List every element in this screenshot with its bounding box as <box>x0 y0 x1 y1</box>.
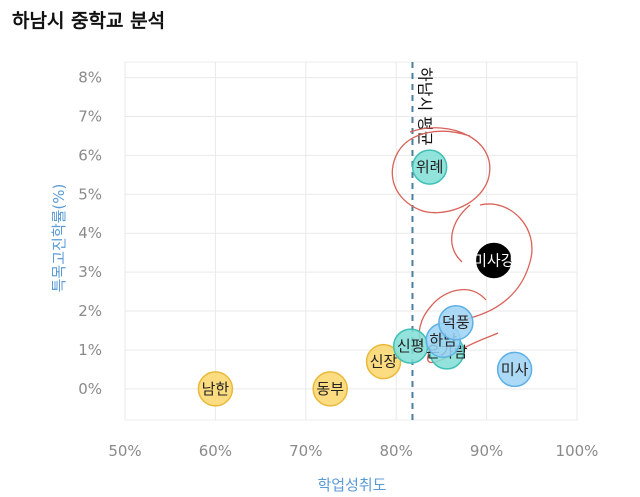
y-axis-title: 특목고진학률(%) <box>50 184 68 293</box>
y-tick-labels: 0% 1% 2% 3% 4% 5% 6% 7% 8% <box>78 69 102 398</box>
bubble-label: 위례 <box>416 158 444 176</box>
x-tick-label: 100% <box>556 442 599 460</box>
average-reference-label: 하남시 평균 <box>415 67 434 146</box>
x-tick-label: 90% <box>470 442 503 460</box>
chart-title: 하남시 중학교 분석 <box>12 10 166 32</box>
bubble-위례 <box>411 149 448 185</box>
x-axis-title: 학업성취도 <box>317 476 386 494</box>
bubble-동부 <box>312 371 348 407</box>
y-tick-label: 5% <box>78 185 102 203</box>
y-tick-label: 6% <box>78 146 102 164</box>
bubble-남한 <box>197 371 234 407</box>
bubble-label: 미사 <box>501 360 529 378</box>
bubble-신장 <box>365 343 402 380</box>
bubble-미사 <box>496 351 533 388</box>
y-tick-label: 2% <box>78 302 102 320</box>
bubble-미사강 <box>476 242 512 279</box>
y-tick-label: 7% <box>78 107 102 125</box>
y-tick-label: 4% <box>78 224 102 242</box>
bubble-label: 신장 <box>370 353 398 371</box>
reference-line-group: 하남시 평균 <box>411 62 434 420</box>
y-tick-label: 3% <box>78 263 102 281</box>
bubble-label: 신평 <box>397 337 425 355</box>
x-tick-label: 60% <box>199 442 232 460</box>
x-tick-label: 80% <box>380 442 413 460</box>
y-tick-label: 8% <box>78 69 102 87</box>
x-tick-label: 50% <box>108 442 141 460</box>
x-tick-labels: 50% 60% 70% 80% 90% 100% <box>108 442 598 460</box>
x-tick-label: 70% <box>289 442 322 460</box>
bubble-label: 덕풍 <box>442 314 470 332</box>
y-tick-label: 1% <box>78 341 102 359</box>
bubble-label: 미사강 <box>473 251 515 269</box>
grid-lines <box>124 61 578 421</box>
y-tick-label: 0% <box>78 380 102 398</box>
annotation-circle-upper <box>391 127 491 214</box>
bubble-label: 동부 <box>316 380 344 398</box>
bubble-덕풍 <box>438 304 474 341</box>
bubble-label: 남한 <box>202 380 230 398</box>
bubbles: 남한동부신장신평은가람하남덕풍미사위례미사강 <box>197 149 533 407</box>
